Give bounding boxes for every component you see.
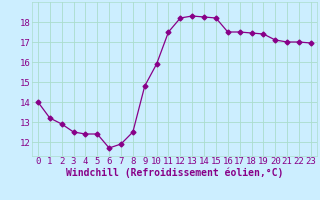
X-axis label: Windchill (Refroidissement éolien,°C): Windchill (Refroidissement éolien,°C) — [66, 168, 283, 178]
